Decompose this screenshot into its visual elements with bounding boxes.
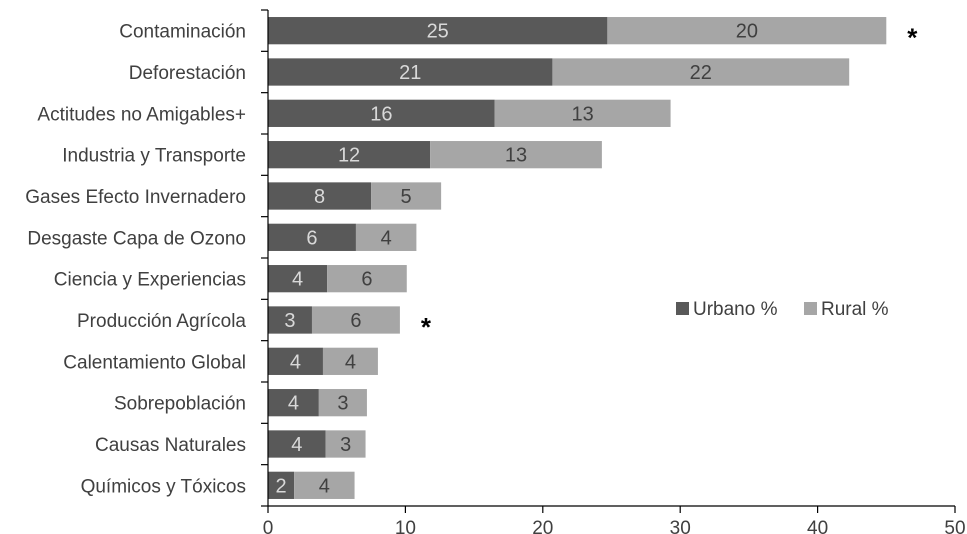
bar-rural-desgaste-capa-de-ozono: [355, 223, 417, 251]
data-label-rural-actitudes-no-amigables: 13: [572, 103, 594, 125]
x-tick-label-0: 0: [263, 518, 274, 534]
legend-swatch-rural: [804, 302, 817, 315]
category-label-ciencia-y-experiencias: Ciencia y Experiencias: [54, 270, 246, 291]
data-label-rural-ciencia-y-experiencias: 6: [361, 269, 372, 291]
bar-rural-industria-y-transporte: [430, 141, 602, 169]
bar-urbano-sobrepoblacion: [268, 389, 319, 417]
category-label-actitudes-no-amigables: Actitudes no Amigables+: [37, 104, 246, 125]
data-label-urbano-gases-efecto-invernadero: 8: [314, 186, 325, 208]
bar-urbano-quimicos-y-toxicos: [268, 471, 295, 499]
x-tick-label-10: 10: [395, 518, 416, 534]
category-label-deforestacion: Deforestación: [129, 63, 246, 84]
data-label-rural-deforestacion: 22: [690, 62, 712, 84]
significance-mark-contaminacion: *: [907, 23, 918, 53]
data-label-urbano-calentamiento-global: 4: [290, 351, 301, 373]
data-label-urbano-sobrepoblacion: 4: [288, 393, 299, 415]
bar-urbano-deforestacion: [268, 58, 553, 86]
data-label-urbano-actitudes-no-amigables: 16: [370, 103, 392, 125]
legend-label-rural: Rural %: [821, 299, 889, 320]
category-label-industria-y-transporte: Industria y Transporte: [62, 146, 246, 167]
legend-label-urbano: Urbano %: [693, 299, 778, 320]
bar-urbano-contaminacion: [268, 17, 608, 45]
bar-urbano-industria-y-transporte: [268, 141, 431, 169]
data-label-rural-produccion-agricola: 6: [350, 310, 361, 332]
bar-rural-deforestacion: [552, 58, 850, 86]
bar-urbano-ciencia-y-experiencias: [268, 265, 328, 293]
bar-rural-ciencia-y-experiencias: [327, 265, 407, 293]
bars-layer: [268, 17, 887, 499]
bar-urbano-causas-naturales: [268, 430, 326, 458]
data-label-rural-quimicos-y-toxicos: 4: [319, 475, 330, 497]
data-label-urbano-contaminacion: 25: [427, 21, 449, 43]
x-tick-label-20: 20: [532, 518, 553, 534]
bar-urbano-actitudes-no-amigables: [268, 99, 495, 127]
category-label-sobrepoblacion: Sobrepoblación: [114, 394, 246, 415]
x-tick-label-50: 50: [944, 518, 965, 534]
bar-urbano-calentamiento-global: [268, 347, 323, 375]
data-label-urbano-produccion-agricola: 3: [284, 310, 295, 332]
bar-rural-contaminacion: [607, 17, 887, 45]
data-label-urbano-industria-y-transporte: 12: [338, 145, 360, 167]
data-label-rural-gases-efecto-invernadero: 5: [401, 186, 412, 208]
data-label-urbano-ciencia-y-experiencias: 4: [292, 269, 303, 291]
axes-layer: [261, 9, 956, 513]
x-tick-label-40: 40: [807, 518, 828, 534]
data-label-rural-sobrepoblacion: 3: [337, 393, 348, 415]
data-label-rural-calentamiento-global: 4: [345, 351, 356, 373]
bar-rural-sobrepoblacion: [318, 389, 367, 417]
bar-rural-actitudes-no-amigables: [494, 99, 671, 127]
legend-swatch-urbano: [676, 302, 689, 315]
bar-rural-gases-efecto-invernadero: [371, 182, 442, 210]
bar-urbano-produccion-agricola: [268, 306, 312, 334]
category-label-quimicos-y-toxicos: Químicos y Tóxicos: [81, 476, 246, 497]
x-tick-label-30: 30: [670, 518, 691, 534]
bar-rural-causas-naturales: [325, 430, 366, 458]
data-label-rural-desgaste-capa-de-ozono: 4: [381, 227, 392, 249]
significance-mark-produccion-agricola: *: [421, 312, 432, 342]
data-label-urbano-quimicos-y-toxicos: 2: [275, 475, 286, 497]
data-label-urbano-desgaste-capa-de-ozono: 6: [306, 227, 317, 249]
bar-rural-quimicos-y-toxicos: [294, 471, 355, 499]
category-label-desgaste-capa-de-ozono: Desgaste Capa de Ozono: [27, 228, 246, 249]
category-label-calentamiento-global: Calentamiento Global: [63, 352, 246, 373]
category-label-contaminacion: Contaminación: [119, 22, 246, 43]
category-label-gases-efecto-invernadero: Gases Efecto Invernadero: [25, 187, 246, 208]
category-label-causas-naturales: Causas Naturales: [95, 435, 246, 456]
bar-rural-calentamiento-global: [322, 347, 378, 375]
data-label-rural-industria-y-transporte: 13: [505, 145, 527, 167]
bar-urbano-gases-efecto-invernadero: [268, 182, 372, 210]
data-label-rural-causas-naturales: 3: [340, 434, 351, 456]
data-label-rural-contaminacion: 20: [736, 21, 758, 43]
legend: Urbano % Rural %: [676, 299, 889, 320]
data-label-urbano-causas-naturales: 4: [291, 434, 302, 456]
data-label-urbano-deforestacion: 21: [399, 62, 421, 84]
bar-rural-produccion-agricola: [311, 306, 400, 334]
bar-urbano-desgaste-capa-de-ozono: [268, 223, 356, 251]
category-label-produccion-agricola: Producción Agrícola: [77, 311, 246, 332]
